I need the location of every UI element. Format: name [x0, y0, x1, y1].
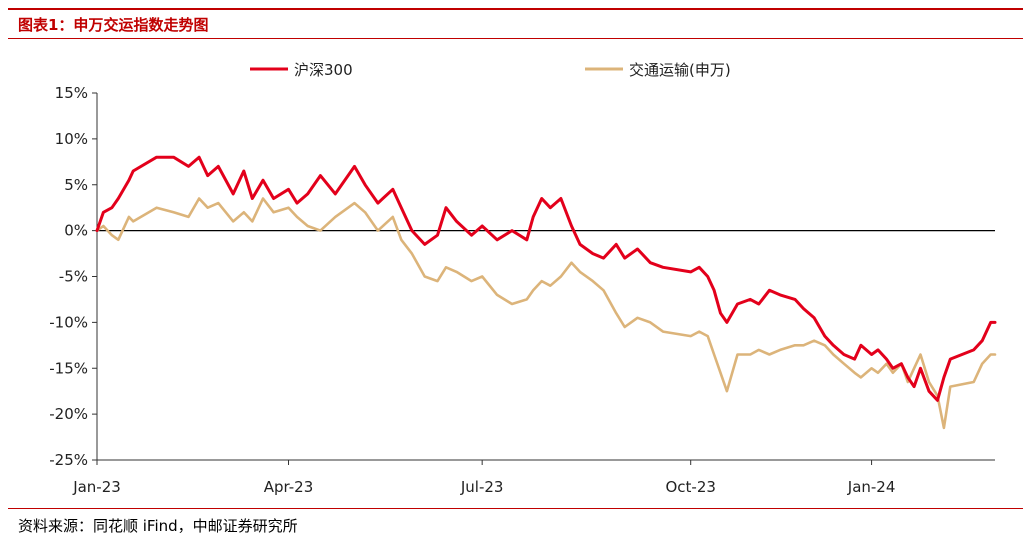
figure-title: 图表1：申万交运指数走势图 — [18, 16, 209, 34]
y-axis: 15% 10% 5% 0% -5% -10% -15% -20% -25% — [49, 84, 98, 469]
source-note: 资料来源：同花顺 iFind，中邮证券研究所 — [18, 517, 298, 535]
top-rule — [8, 8, 1023, 10]
y-tick-label: 0% — [64, 222, 88, 240]
series-line-2 — [95, 197, 997, 430]
y-tick-label: -20% — [49, 405, 88, 423]
series-layer — [95, 155, 997, 430]
x-tick-label: Jul-23 — [460, 478, 504, 496]
x-tick-label: Jan-23 — [72, 478, 121, 496]
legend-label-1: 沪深300 — [294, 61, 353, 79]
legend: 沪深300 交通运输(申万) — [250, 61, 731, 79]
line-chart: 沪深300 交通运输(申万) 15% 10% 5% 0% -5% -10% -15% -20% -… — [49, 61, 997, 496]
x-tick-label: Apr-23 — [264, 478, 314, 496]
y-tick-label: 10% — [55, 130, 88, 148]
x-axis: Jan-23 Apr-23 Jul-23 Oct-23 Jan-24 — [72, 230, 995, 496]
y-tick-label: -10% — [49, 313, 88, 331]
bottom-rule — [8, 508, 1023, 509]
legend-label-2: 交通运输(申万) — [629, 61, 731, 79]
y-tick-label: 15% — [55, 84, 88, 102]
y-tick-label: 5% — [64, 176, 88, 194]
header-rule — [8, 38, 1023, 39]
x-tick-label: Oct-23 — [665, 478, 715, 496]
series-line-1 — [95, 155, 997, 402]
y-tick-label: -15% — [49, 359, 88, 377]
x-tick-label: Jan-24 — [847, 478, 896, 496]
y-tick-label: -5% — [59, 268, 88, 286]
y-tick-label: -25% — [49, 451, 88, 469]
